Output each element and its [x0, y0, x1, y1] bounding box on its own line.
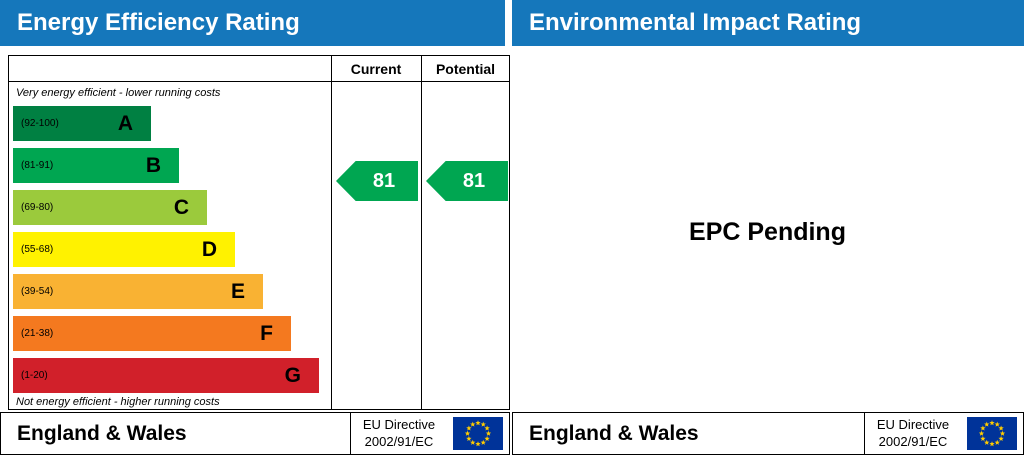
chart-column-header-row: Current Potential — [9, 56, 509, 82]
band-range-label: (92-100) — [21, 118, 59, 129]
energy-efficiency-header: Energy Efficiency Rating — [0, 0, 505, 46]
energy-footer-directive: EU Directive 2002/91/EC — [350, 413, 447, 454]
band-range-label: (69-80) — [21, 202, 54, 213]
energy-footer: England & Wales EU Directive 2002/91/EC — [0, 412, 510, 455]
current-column-header: Current — [350, 61, 402, 77]
band-range-label: (1-20) — [21, 370, 48, 381]
band-e: (39-54) E — [13, 274, 263, 309]
band-range-label: (39-54) — [21, 286, 54, 297]
epc-pending-message: EPC Pending — [689, 218, 846, 246]
rating-bands: (92-100) A (81-91) B (69-80) C (55-68) D (39-54)… — [13, 106, 319, 400]
current-rating-arrow: 81 — [336, 161, 418, 201]
band-letter: G — [284, 364, 301, 387]
eu-flag-icon — [967, 417, 1017, 450]
band-range-label: (55-68) — [21, 244, 54, 255]
energy-efficiency-chart: Current Potential Very energy efficient … — [8, 55, 510, 410]
eu-directive-line1: EU Directive — [362, 416, 436, 432]
eu-directive-line2: 2002/91/EC — [878, 433, 948, 449]
band-c: (69-80) C — [13, 190, 207, 225]
band-f: (21-38) F — [13, 316, 291, 351]
band-range-label: (81-91) — [21, 160, 54, 171]
efficient-top-note: Very energy efficient - lower running co… — [16, 87, 221, 99]
band-a: (92-100) A — [13, 106, 151, 141]
current-column-divider — [331, 56, 332, 409]
potential-column-divider — [421, 56, 422, 409]
band-b: (81-91) B — [13, 148, 179, 183]
energy-efficiency-title: Energy Efficiency Rating — [17, 9, 300, 36]
impact-footer-region: England & Wales — [529, 421, 699, 445]
band-letter: F — [260, 322, 273, 345]
impact-footer: England & Wales EU Directive 2002/91/EC — [512, 412, 1024, 455]
band-letter: E — [230, 280, 245, 303]
band-letter: C — [173, 196, 189, 219]
impact-footer-directive: EU Directive 2002/91/EC — [864, 413, 961, 454]
energy-footer-region: England & Wales — [17, 421, 187, 445]
eu-flag-icon — [453, 417, 503, 450]
eu-directive-line2: 2002/91/EC — [364, 433, 434, 449]
band-d: (55-68) D — [13, 232, 235, 267]
eu-directive-line1: EU Directive — [876, 416, 950, 432]
current-rating-value: 81 — [372, 169, 396, 192]
band-letter: B — [145, 154, 161, 177]
environmental-impact-header: Environmental Impact Rating — [512, 0, 1024, 46]
band-range-label: (21-38) — [21, 328, 54, 339]
environmental-impact-title: Environmental Impact Rating — [529, 9, 862, 36]
energy-footer-flag-cell — [447, 413, 509, 454]
band-letter: D — [201, 238, 217, 261]
potential-rating-arrow: 81 — [426, 161, 508, 201]
potential-column-header: Potential — [435, 61, 496, 77]
inefficient-bottom-note: Not energy efficient - higher running co… — [16, 396, 220, 408]
environmental-impact-body: EPC Pending — [512, 55, 1023, 410]
band-g: (1-20) G — [13, 358, 319, 393]
potential-rating-value: 81 — [462, 169, 486, 192]
band-letter: A — [117, 112, 133, 135]
impact-footer-flag-cell — [961, 413, 1023, 454]
